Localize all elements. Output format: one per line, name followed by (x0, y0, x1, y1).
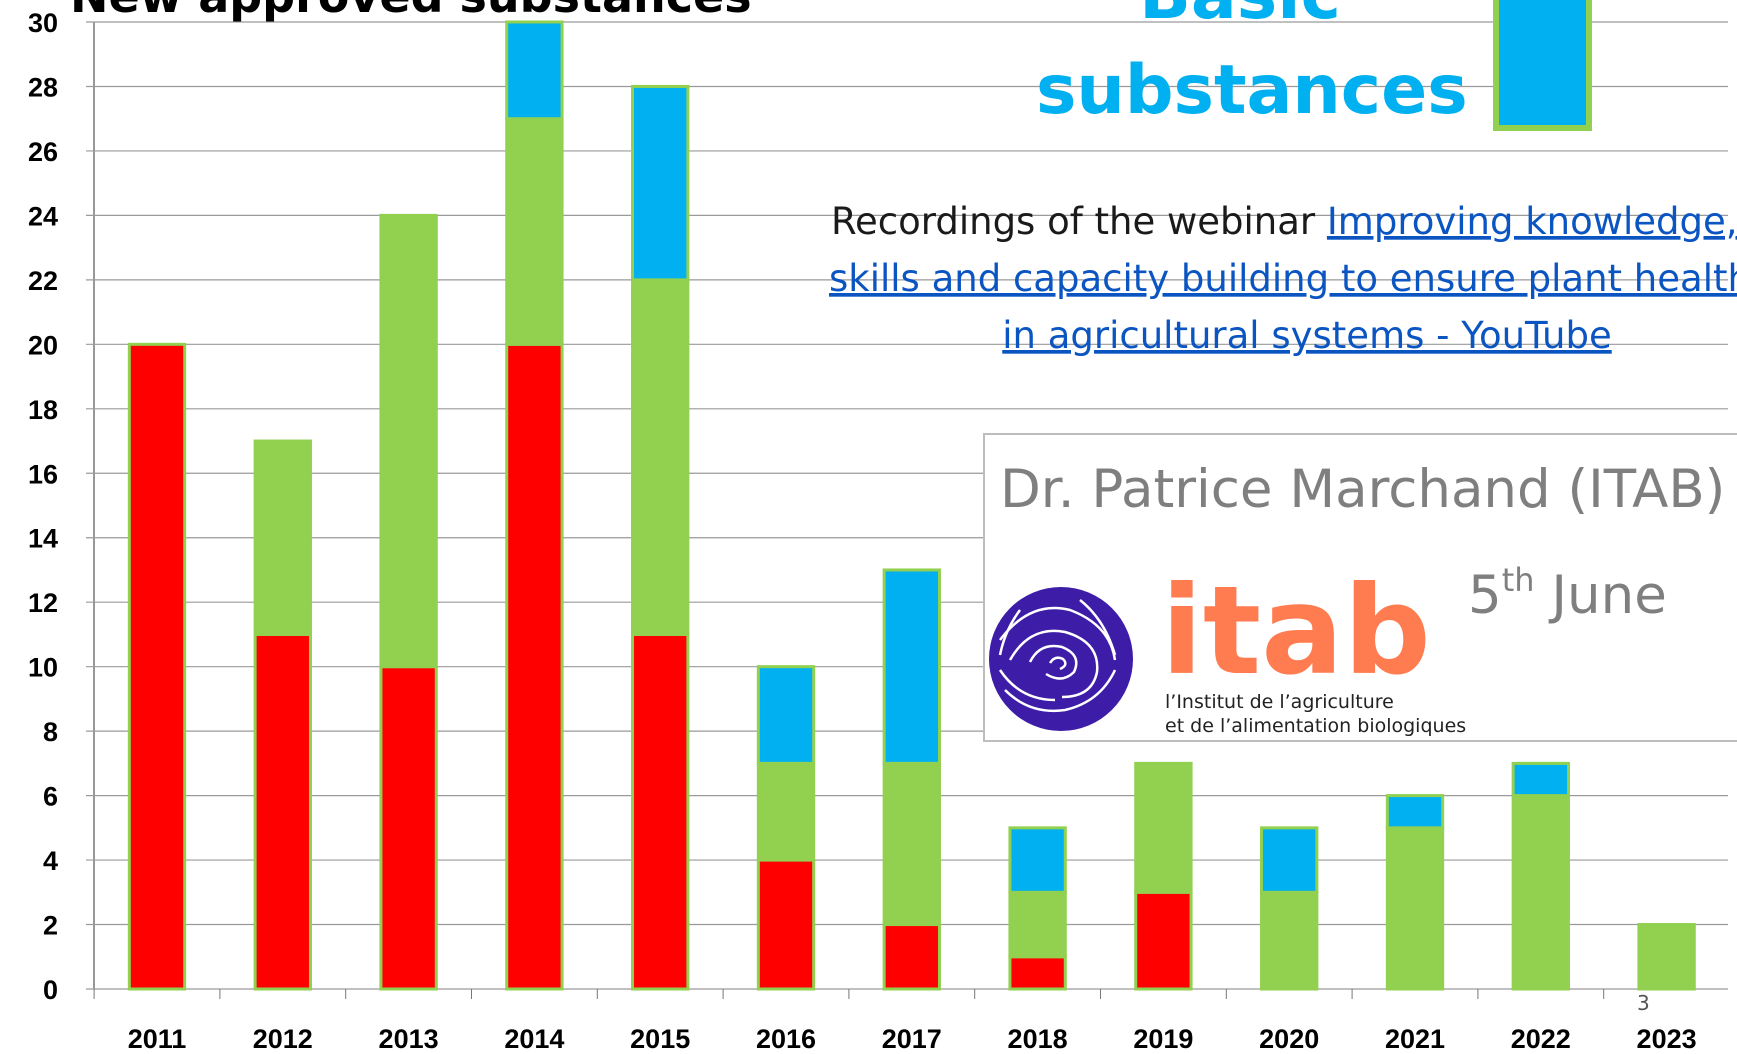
chart-title: New approved substances (70, 0, 752, 23)
bar-segment (631, 278, 690, 636)
bar-segment (1637, 923, 1696, 991)
y-tick-label: 2 (43, 911, 58, 941)
logo-line: l’Institut de l’agriculture (1165, 691, 1394, 713)
bar-segment (505, 20, 564, 121)
bar-segment (1134, 761, 1193, 894)
date-ordinal: th (1502, 561, 1535, 599)
legend-word: Basic (1139, 0, 1341, 35)
y-tick-label: 16 (28, 459, 58, 489)
logo-line: et de l’alimentation biologiques (1165, 715, 1466, 737)
bar-segment (1511, 761, 1570, 798)
x-tick-label: 2015 (630, 1024, 690, 1054)
bar-segment (756, 858, 816, 991)
webinar-link[interactable]: skills and capacity building to ensure p… (829, 257, 1737, 300)
y-tick-label: 20 (28, 330, 58, 360)
x-tick-label: 2014 (504, 1024, 564, 1054)
y-tick-label: 24 (28, 201, 58, 231)
bar-segment (882, 761, 941, 927)
bar-segment (1260, 826, 1319, 894)
x-tick-label: 2022 (1511, 1024, 1571, 1054)
bar-segment (1008, 826, 1067, 894)
webinar-link[interactable]: Improving knowledge, (1327, 200, 1737, 243)
date-day: 5 (1468, 565, 1502, 626)
page-number: 3 (1637, 991, 1650, 1015)
webinar-prefix: Recordings of the webinar (831, 200, 1327, 243)
y-tick-label: 30 (28, 8, 58, 38)
x-tick-label: 2021 (1385, 1024, 1445, 1054)
y-tick-label: 12 (28, 588, 58, 618)
x-tick-label: 2020 (1259, 1024, 1319, 1054)
legend-label: Basic substances (1012, 0, 1467, 130)
bar-segment (631, 84, 690, 282)
bar-segment (1260, 890, 1319, 991)
bar-segment (253, 632, 312, 991)
bar-segment (127, 342, 187, 991)
x-tick-label: 2016 (756, 1024, 816, 1054)
bar-segment (1008, 955, 1067, 991)
y-tick-label: 26 (28, 137, 58, 167)
bar-segment (1385, 826, 1445, 991)
bar-segment (756, 665, 816, 765)
bar-segment (1511, 794, 1570, 991)
bar-segment (1385, 794, 1445, 830)
y-tick-label: 10 (28, 653, 58, 683)
x-tick-label: 2019 (1133, 1024, 1193, 1054)
bar-segment (505, 342, 564, 991)
webinar-link[interactable]: in agricultural systems - YouTube (1002, 314, 1611, 357)
x-tick-label: 2018 (1008, 1024, 1068, 1054)
bar-segment (631, 632, 690, 991)
logo-mark (989, 587, 1133, 731)
legend-swatch (1493, 0, 1592, 131)
presenter-date: 5th June (1468, 561, 1667, 626)
bar-segment (1134, 890, 1193, 991)
presenter-name: Dr. Patrice Marchand (ITAB) (1000, 459, 1725, 520)
bar-segment (756, 761, 816, 862)
y-tick-label: 14 (28, 524, 58, 554)
y-tick-label: 0 (43, 975, 58, 1005)
legend-word: substances (1012, 51, 1467, 130)
date-month: June (1535, 565, 1667, 626)
x-tick-label: 2017 (882, 1024, 942, 1054)
bar-segment (505, 117, 564, 346)
bar-segment (882, 923, 941, 991)
y-tick-label: 8 (43, 717, 58, 747)
bar-segment (882, 568, 941, 765)
bar-segment (379, 213, 438, 669)
x-tick-label: 2013 (379, 1024, 439, 1054)
y-tick-label: 18 (28, 395, 58, 425)
y-tick-label: 4 (43, 846, 58, 876)
y-tick-label: 22 (28, 266, 58, 296)
y-tick-label: 6 (43, 782, 58, 812)
webinar-text: Recordings of the webinar Improving know… (831, 200, 1737, 243)
y-tick-label: 28 (28, 72, 58, 102)
x-tick-label: 2011 (128, 1024, 187, 1054)
x-tick-label: 2012 (253, 1024, 313, 1054)
x-tick-label: 2023 (1637, 1024, 1697, 1054)
bar-segment (1008, 890, 1067, 959)
bar-segment (379, 665, 438, 991)
bar-segment (253, 439, 312, 636)
logo-name: itab (1161, 560, 1431, 702)
